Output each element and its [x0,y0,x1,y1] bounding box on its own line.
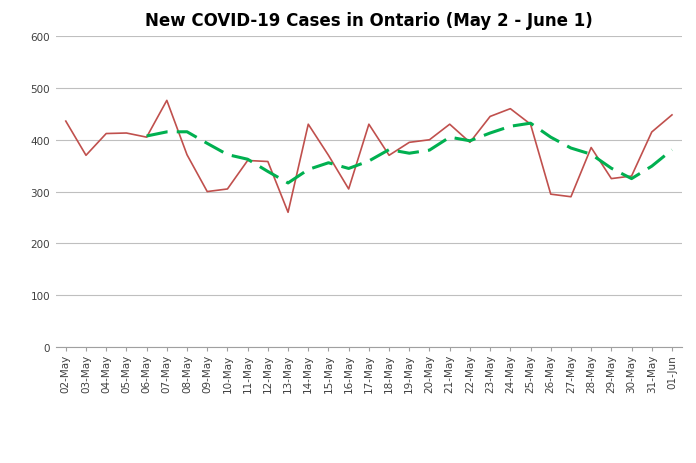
Title: New COVID-19 Cases in Ontario (May 2 - June 1): New COVID-19 Cases in Ontario (May 2 - J… [145,12,593,30]
